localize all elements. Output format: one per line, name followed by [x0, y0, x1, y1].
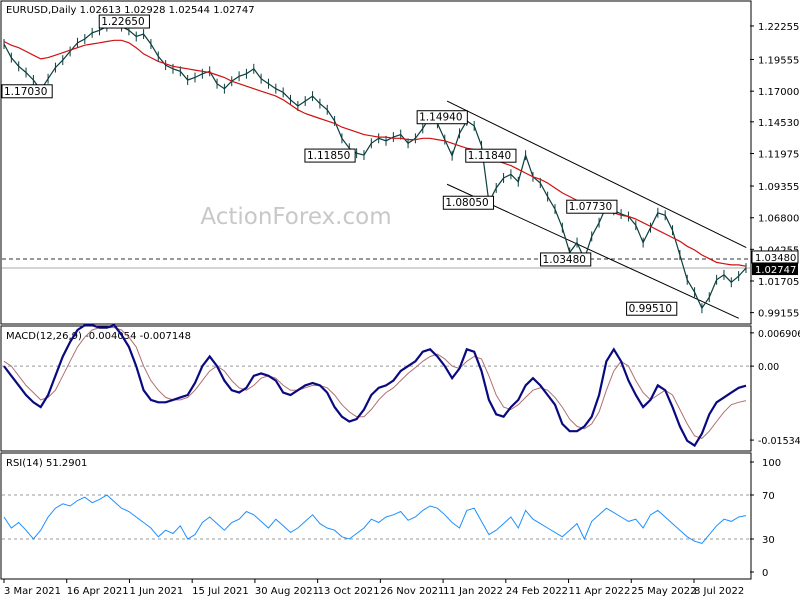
macd-panel	[0, 325, 752, 452]
level-annotation-box	[465, 148, 517, 163]
price-y-tick-label: 1.17000	[758, 87, 799, 98]
level-annotation-box	[626, 301, 678, 316]
level-annotation-box	[1, 84, 53, 99]
x-tick-label: 3 Mar 2021	[4, 586, 61, 597]
trend-channel-line	[446, 100, 747, 248]
x-tick-label: 25 May 2022	[631, 586, 696, 597]
x-tick-label: 8 Jul 2022	[694, 586, 744, 597]
price-y-tick-label: 1.09355	[758, 182, 799, 193]
level-annotation-label: 1.22650	[101, 16, 144, 28]
level-annotation-box	[304, 148, 356, 163]
macd-y-tick-label: 0.00	[758, 362, 779, 373]
x-tick-label: 30 Aug 2021	[255, 586, 319, 597]
macd-line	[3, 323, 747, 448]
level-annotation-label: 1.07730	[569, 201, 612, 213]
price-y-tick-label: 1.14530	[758, 118, 799, 129]
rsi-y-tick-label: 30	[762, 535, 775, 546]
current-price-box	[752, 263, 798, 276]
level-annotation-label: 1.11850	[307, 150, 350, 162]
watermark: ActionForex.com	[200, 204, 391, 230]
level-price-label: 1.03480	[755, 253, 796, 264]
macd-y-tick-label: -0.015348	[758, 436, 800, 447]
x-tick-label: 26 Nov 2021	[380, 586, 444, 597]
price-y-tick-label: 1.06800	[758, 214, 799, 225]
x-tick-label: 11 Jan 2022	[443, 586, 503, 597]
level-annotation-label: 0.99510	[629, 303, 672, 315]
price-header: EURUSD,Daily 1.02613 1.02928 1.02544 1.0…	[6, 5, 255, 16]
level-annotation-box	[540, 252, 592, 267]
x-tick-label: 15 Jul 2021	[192, 586, 249, 597]
level-annotation-label: 1.11840	[468, 150, 511, 162]
rsi-y-tick-label: 100	[762, 458, 781, 469]
rsi-header: RSI(14) 51.2901	[6, 458, 87, 469]
rsi-panel	[0, 452, 752, 580]
level-annotation-box	[566, 199, 618, 214]
price-y-tick-label: 1.22255	[758, 22, 799, 33]
rsi-y-tick-label: 70	[762, 491, 775, 502]
level-annotation-label: 1.03480	[543, 254, 586, 266]
level-annotation-box	[416, 110, 468, 125]
rsi-line	[3, 494, 747, 544]
level-price-box	[751, 250, 799, 264]
trend-channel-line	[446, 183, 739, 319]
current-price-label: 1.02747	[755, 265, 796, 276]
moving-average-line	[3, 39, 747, 267]
macd-y-tick-label: 0.006906	[758, 329, 800, 340]
price-y-tick-label: 1.01705	[758, 277, 799, 288]
level-annotation-label: 1.08050	[445, 197, 488, 209]
price-series-line	[3, 20, 747, 310]
x-tick-label: 1 Jun 2021	[129, 586, 183, 597]
level-annotation-box	[442, 195, 495, 210]
level-annotation-box	[98, 14, 150, 29]
x-tick-label: 13 Oct 2021	[318, 586, 380, 597]
price-y-tick-label: 1.19555	[758, 55, 799, 66]
macd-header: MACD(12,26,9) -0.004054 -0.007148	[6, 331, 191, 342]
rsi-y-tick-label: 0	[762, 568, 768, 579]
level-annotation-label: 1.17030	[4, 86, 47, 98]
price-panel	[0, 0, 752, 325]
x-tick-label: 16 Apr 2021	[67, 586, 129, 597]
x-tick-label: 24 Feb 2022	[506, 586, 568, 597]
x-tick-label: 11 Apr 2022	[569, 586, 631, 597]
level-annotation-label: 1.14940	[419, 112, 462, 124]
price-y-tick-label: 1.11975	[758, 150, 799, 161]
price-y-tick-label: 0.99155	[758, 309, 799, 320]
